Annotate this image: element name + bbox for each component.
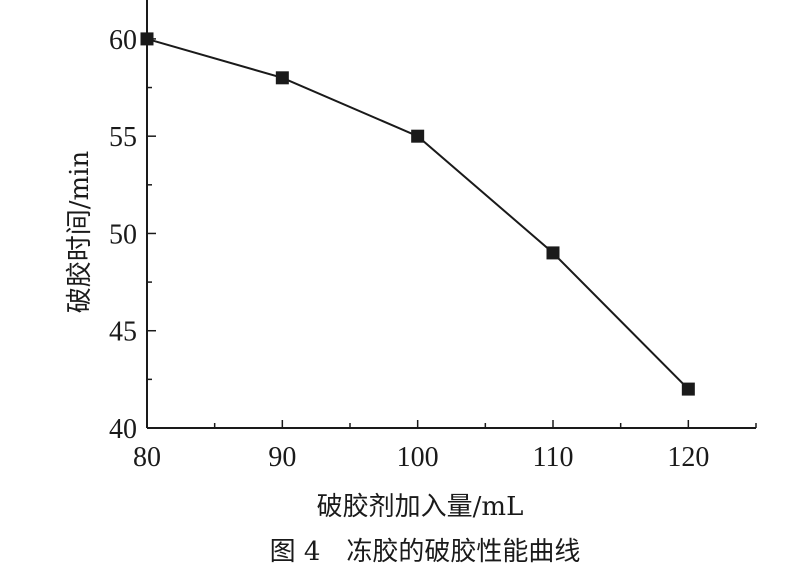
data-point bbox=[411, 129, 425, 143]
data-point bbox=[681, 382, 695, 396]
data-point bbox=[546, 246, 560, 260]
data-point bbox=[275, 71, 289, 85]
axes bbox=[146, 0, 756, 429]
y-axis-label: 破胶时间/min bbox=[65, 151, 95, 314]
x-tick-label: 110 bbox=[533, 442, 574, 473]
x-axis-label: 破胶剂加入量/mL bbox=[317, 492, 524, 522]
figure-caption: 图 4 冻胶的破胶性能曲线 bbox=[270, 537, 581, 567]
y-tick-label: 55 bbox=[109, 122, 137, 153]
data-point bbox=[140, 32, 154, 46]
x-tick-label: 80 bbox=[133, 442, 161, 473]
series-line bbox=[146, 37, 690, 390]
y-tick-label: 50 bbox=[109, 219, 137, 250]
x-tick-label: 120 bbox=[667, 442, 709, 473]
y-tick-label: 45 bbox=[109, 317, 137, 348]
y-tick-label: 60 bbox=[109, 25, 137, 56]
x-tick-label: 100 bbox=[397, 442, 439, 473]
series bbox=[140, 32, 695, 396]
y-ticks: 40 45 50 55 60 bbox=[109, 25, 156, 445]
x-tick-label: 90 bbox=[268, 442, 296, 473]
x-ticks: 80 90 100 110 120 bbox=[133, 420, 757, 473]
y-tick-label: 40 bbox=[109, 414, 137, 445]
